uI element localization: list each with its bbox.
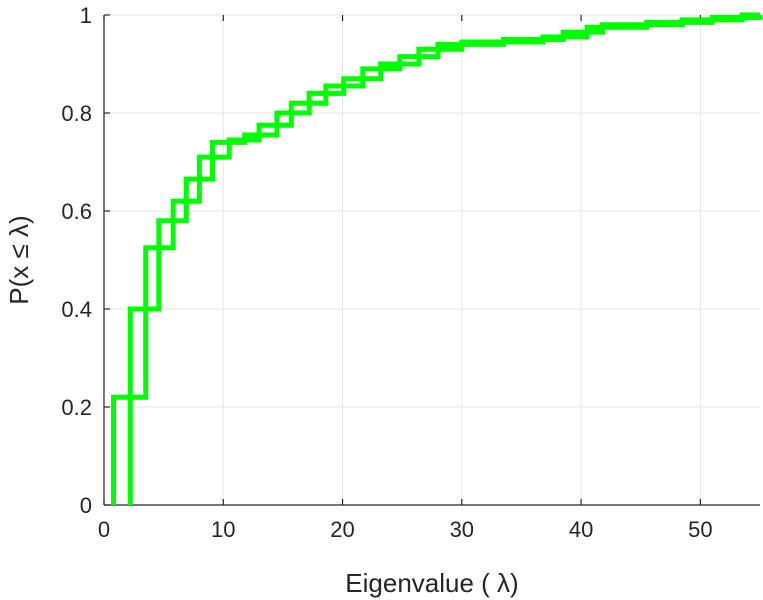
x-tick-label: 40 — [569, 517, 593, 542]
y-tick-label: 0.2 — [61, 395, 92, 420]
y-axis-label: P(x ≤ λ) — [4, 215, 34, 304]
y-tick-label: 1 — [80, 3, 92, 28]
x-tick-label: 30 — [450, 517, 474, 542]
x-tick-label: 10 — [211, 517, 235, 542]
x-axis-label: Eigenvalue ( λ) — [345, 568, 518, 598]
tick-labels: 0 10 20 30 40 50 0 0.2 0.4 0.6 0.8 1 — [61, 3, 712, 542]
series-layer — [111, 12, 763, 505]
grid — [103, 14, 760, 506]
ecdf-series-1 — [111, 12, 760, 505]
ecdf-series-2 — [127, 14, 763, 505]
axes — [103, 14, 760, 506]
y-tick-label: 0.4 — [61, 297, 92, 322]
x-tick-label: 0 — [98, 517, 110, 542]
x-tick-label: 20 — [330, 517, 354, 542]
x-tick-label: 50 — [688, 517, 712, 542]
y-tick-label: 0.8 — [61, 101, 92, 126]
y-tick-label: 0.6 — [61, 199, 92, 224]
y-tick-label: 0 — [80, 493, 92, 518]
